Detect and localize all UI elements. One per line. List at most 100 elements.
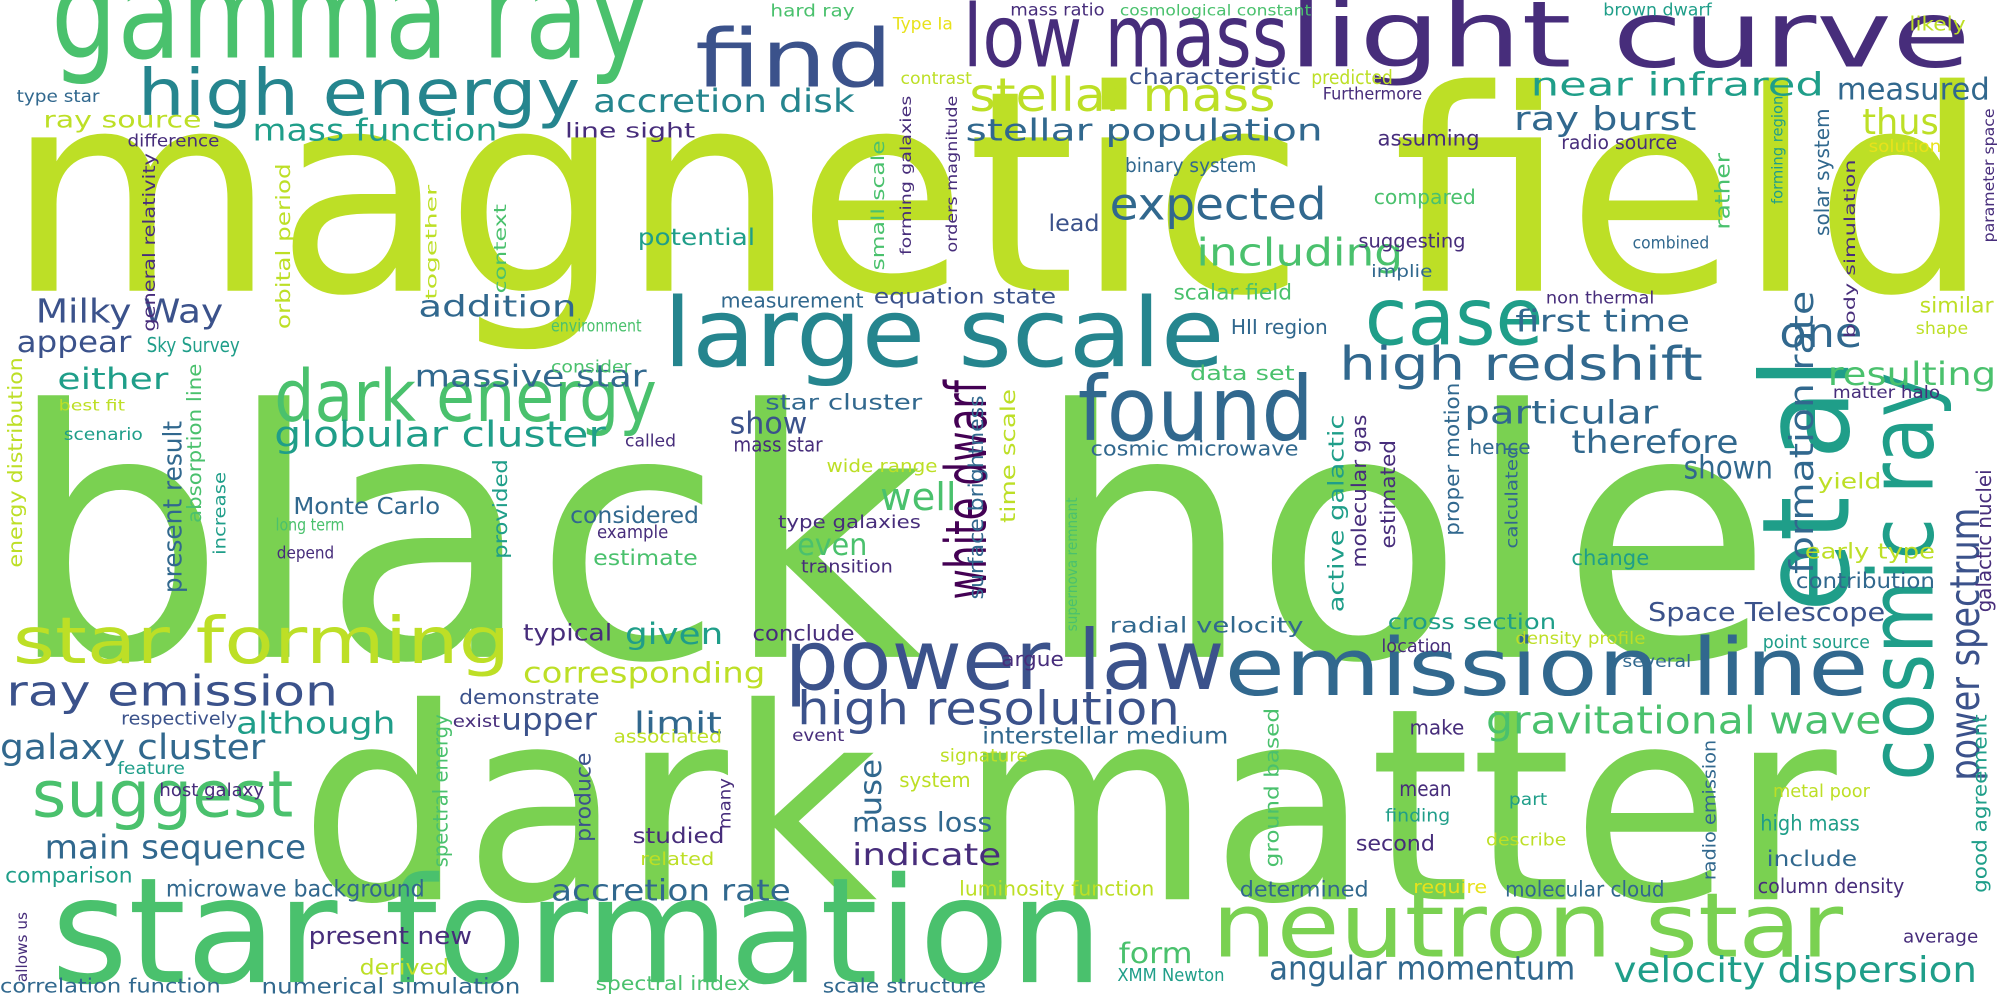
word: estimated [1376,440,1400,548]
word: star cluster [765,390,922,415]
word: star forming [13,605,510,679]
word: corresponding [523,656,765,689]
word: average [1903,927,1978,948]
word: feature [117,759,185,778]
word: Sky Survey [147,333,240,357]
word: radio emission [1700,740,1721,880]
word: typical [523,620,612,646]
word: dark matter [300,651,1840,963]
word: demonstrate [459,685,599,709]
word: et al [1736,357,1877,612]
word: spectral index [596,972,750,995]
word: addition [418,289,576,323]
word: mass star [733,433,823,457]
word: context [491,203,510,293]
word: mass function [253,113,498,148]
word: respectively [121,708,238,729]
word: case [1365,271,1544,363]
word: globular cluster [274,414,606,455]
word: Milky Way [36,292,224,331]
word: mean [1399,777,1451,802]
word: predicted [1311,66,1393,89]
word: mass ratio [1010,0,1104,19]
word: scenario [64,425,143,444]
word: conclude [753,621,855,646]
word: time scale [996,389,1020,523]
word: shape [1916,319,1968,338]
word: thus [1862,102,1939,143]
word: interstellar medium [982,724,1228,750]
word: indicate [852,838,1001,873]
word: combined [1633,234,1710,253]
word: either [57,362,169,396]
word: point source [1763,632,1870,653]
word: calculated [1502,446,1521,548]
word: yield [1818,470,1882,495]
word: velocity dispersion [1614,950,1978,991]
word: depend [277,544,334,563]
word: data set [1190,361,1295,385]
word: power spectrum [1941,508,1989,781]
word: galactic nuclei [1972,469,1996,612]
word: hard ray [770,2,854,21]
word: contrast [901,69,973,88]
word: host galaxy [159,780,264,801]
word: surface brightness [964,395,988,599]
word: part [1509,790,1548,809]
word: increase [210,472,229,555]
word: general relativity [140,153,159,332]
word: brown dwarf [1603,0,1713,19]
word: accretion rate [551,874,791,908]
word: type star [17,87,100,106]
word: forming region [1768,96,1786,204]
word: although [236,706,395,741]
word: ray emission [6,666,338,715]
word: line sight [565,119,695,143]
word: molecular cloud [1505,878,1664,903]
word: require [1413,877,1487,898]
word: scale structure [823,974,986,997]
word: wide range [827,456,938,477]
word: equation state [874,285,1056,310]
word: correlation function [0,974,221,997]
word: type galaxies [778,512,921,533]
word: therefore [1571,423,1738,461]
word: ray burst [1514,99,1696,138]
word: include [1767,847,1858,872]
word: dark energy [274,355,657,438]
word: lead [1048,211,1099,237]
word: potential [638,225,755,251]
word: long term [276,516,345,535]
word: hence [1469,435,1530,459]
word: form [1119,937,1193,970]
word: white dwarf [933,379,1000,600]
word: appear [17,325,133,359]
word: near infrared [1531,66,1824,104]
word: early type [1805,540,1935,565]
word: present new [309,922,472,950]
word: change [1571,546,1649,571]
word: argue [1001,647,1064,671]
word: spectral energy [428,714,452,867]
word: mass loss [852,808,992,839]
word: Monte Carlo [293,494,440,520]
word: radio source [1561,131,1677,154]
word: ray source [43,108,201,134]
word: HII region [1231,315,1328,339]
word: high resolution [797,681,1180,735]
word: assuming [1378,126,1480,151]
word: low mass [963,0,1288,87]
word: accretion disk [593,82,855,120]
word: orbital period [272,163,295,329]
word: Furthermore [1323,84,1422,103]
word: first time [1515,305,1690,340]
word: matter halo [1833,383,1940,402]
word: show [730,407,808,442]
word: binary system [1125,154,1256,177]
word: expected [1110,178,1327,230]
word: microwave background [166,877,425,903]
word: orders magnitude [943,96,961,253]
word: allows us [13,912,31,982]
word: exist [453,712,501,731]
